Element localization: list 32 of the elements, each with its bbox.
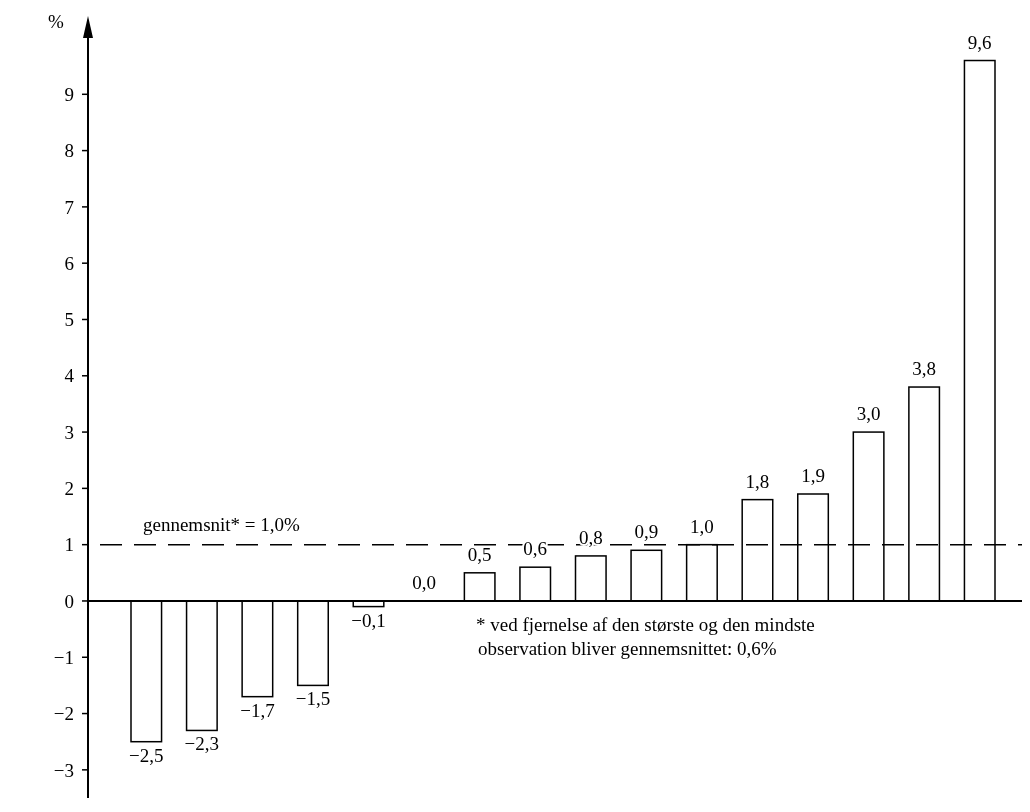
ref-line-label: gennemsnit* = 1,0% <box>143 513 301 535</box>
data-label: 0,0 <box>412 571 436 593</box>
data-label: 9,6 <box>967 31 992 53</box>
y-tick-label: 6 <box>64 252 74 274</box>
data-label: 1,9 <box>801 465 825 486</box>
data-label: 0,5 <box>467 543 492 565</box>
y-axis-title: % <box>48 11 64 32</box>
data-label: −1,7 <box>240 699 275 721</box>
y-tick-label: 2 <box>64 478 74 500</box>
y-tick-label: −3 <box>53 759 74 781</box>
data-label: −1,5 <box>295 688 331 710</box>
y-tick-label: 0 <box>64 590 74 612</box>
data-label: 3,8 <box>912 358 937 380</box>
y-tick-label: 8 <box>64 140 74 162</box>
data-label: 0,8 <box>578 526 603 548</box>
data-label: 1,8 <box>745 470 770 492</box>
y-tick-label: 9 <box>64 83 74 105</box>
data-label: 0,9 <box>634 521 659 543</box>
y-tick-label: 4 <box>64 365 75 387</box>
annotation: * ved fjernelse af den største og den mindste observation bliver gennemsnittet: 0,6% <box>476 613 815 659</box>
y-tick-label: 7 <box>64 196 74 218</box>
y-tick-label: −2 <box>53 703 74 725</box>
data-label: 1,0 <box>690 515 714 537</box>
data-label: −0,1 <box>351 609 386 631</box>
data-label: −2,3 <box>184 733 220 755</box>
y-tick-label: 1 <box>64 534 74 556</box>
y-tick-label: 5 <box>64 309 74 331</box>
y-tick-label: −1 <box>53 646 74 668</box>
data-label: 0,6 <box>523 538 548 560</box>
data-label: 3,0 <box>856 403 881 425</box>
data-label: −2,5 <box>129 744 164 766</box>
y-tick-label: 3 <box>64 421 74 443</box>
